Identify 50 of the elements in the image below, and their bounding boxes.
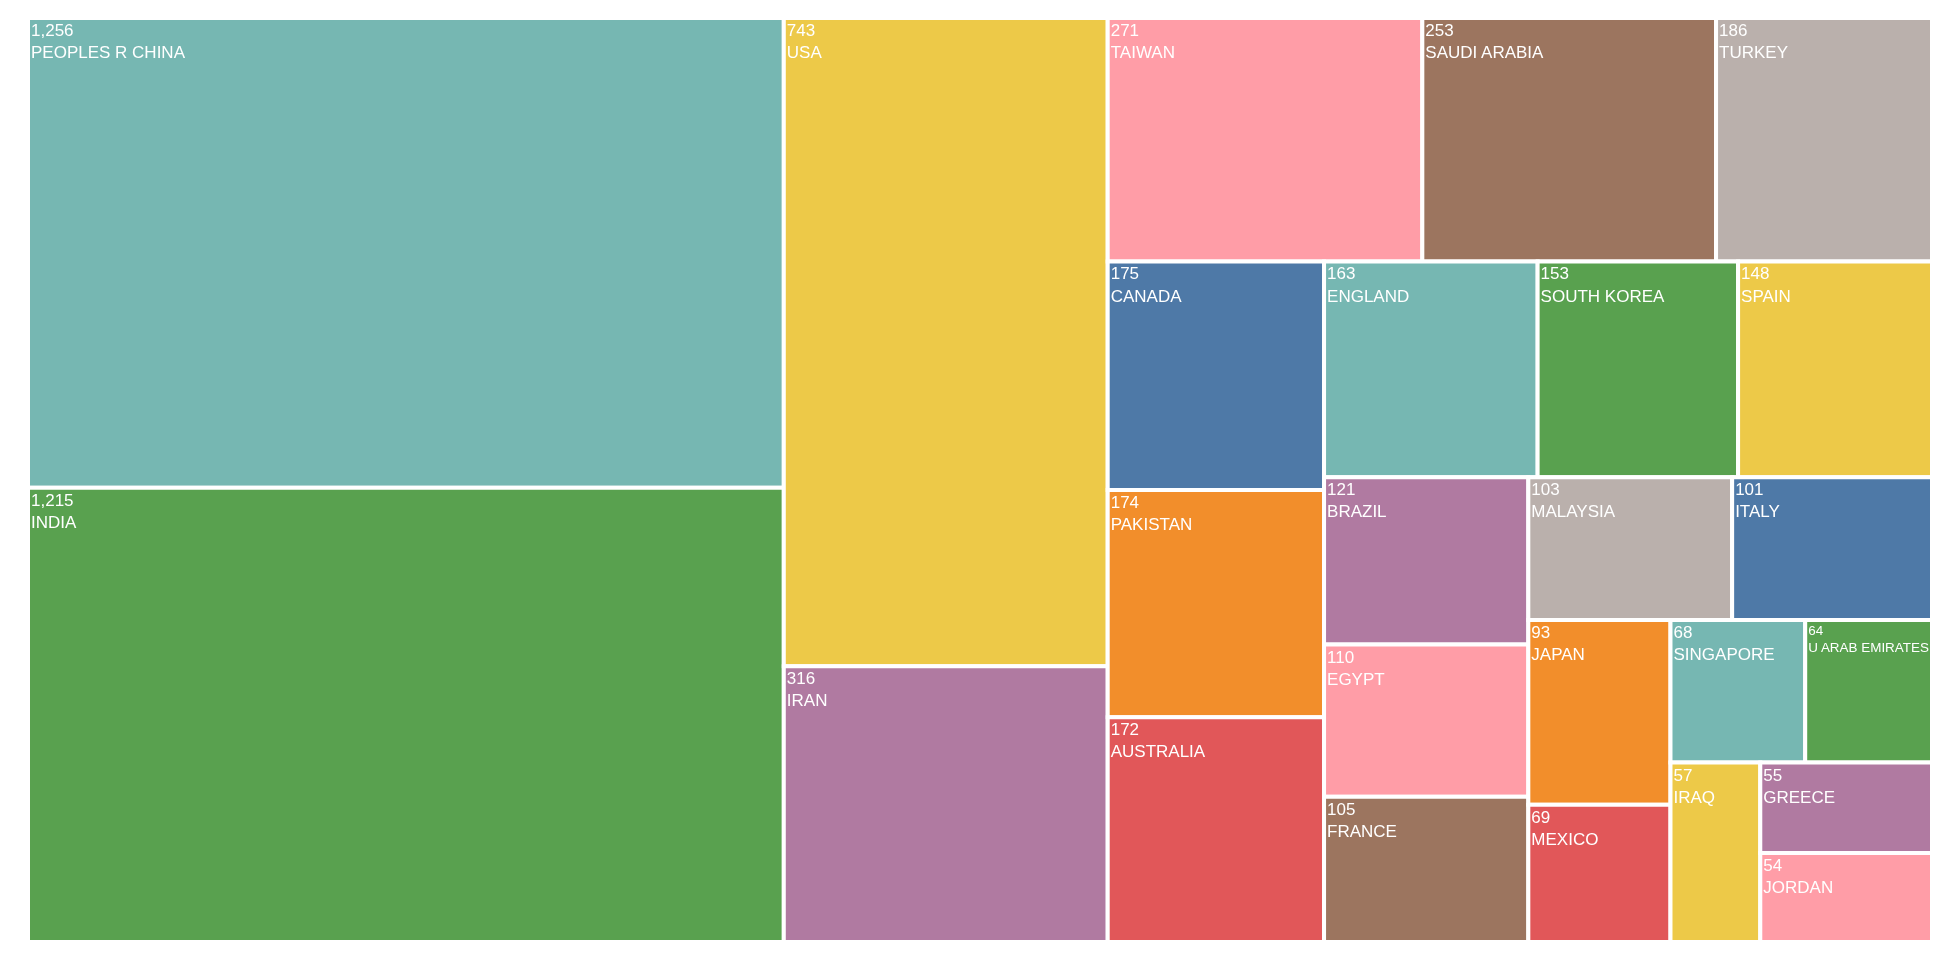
data-label: 172 (1110, 720, 1140, 740)
category-label: JORDAN (1763, 878, 1834, 898)
category-label: JAPAN (1531, 645, 1585, 665)
data-label: 148 (1741, 264, 1770, 284)
data-label: 743 (786, 21, 816, 40)
data-label: 64 (1808, 622, 1824, 638)
category-label: MEXICO (1531, 829, 1599, 849)
data-label: 1,215 (31, 490, 74, 510)
category-label: U ARAB EMIRATES (1808, 640, 1929, 656)
data-label: 57 (1673, 765, 1693, 785)
category-label: USA (786, 43, 823, 63)
category-label: SINGAPORE (1673, 645, 1775, 665)
category-label: FRANCE (1327, 821, 1397, 841)
category-label: PAKISTAN (1110, 515, 1193, 535)
data-label: 105 (1327, 799, 1356, 819)
category-label: TURKEY (1719, 43, 1789, 63)
category-label: BRAZIL (1327, 502, 1387, 522)
data-label: 253 (1425, 21, 1454, 40)
data-label: 271 (1110, 21, 1140, 40)
category-label: ENGLAND (1327, 286, 1410, 306)
data-label: 101 (1735, 480, 1764, 500)
data-label: 153 (1540, 264, 1569, 284)
data-label: 68 (1673, 622, 1693, 642)
category-label: PEOPLES R CHINA (31, 43, 186, 63)
data-label: 93 (1531, 622, 1551, 642)
data-label: 55 (1763, 765, 1783, 785)
category-label: SAUDI ARABIA (1425, 43, 1545, 63)
data-label: 174 (1110, 493, 1140, 513)
data-label: 121 (1327, 480, 1356, 500)
category-label: EGYPT (1327, 669, 1385, 689)
category-label: INDIA (31, 512, 77, 532)
data-label: 186 (1719, 21, 1748, 40)
data-label: 103 (1531, 480, 1560, 500)
data-label: 69 (1531, 807, 1551, 827)
category-label: AUSTRALIA (1110, 742, 1206, 762)
category-label: SOUTH KOREA (1540, 286, 1666, 306)
category-label: GREECE (1763, 787, 1836, 807)
category-label: IRAQ (1673, 787, 1716, 807)
category-label: ITALY (1735, 502, 1780, 522)
category-label: TAIWAN (1110, 43, 1175, 63)
category-label: IRAN (786, 691, 828, 711)
category-label: CANADA (1110, 286, 1183, 306)
data-label: 175 (1110, 264, 1140, 284)
data-label: 1,256 (31, 21, 74, 40)
category-label: SPAIN (1741, 286, 1791, 306)
data-label: 316 (786, 669, 816, 689)
data-label: 163 (1327, 264, 1356, 284)
category-label: MALAYSIA (1531, 502, 1616, 522)
data-label: 110 (1327, 647, 1355, 667)
data-label: 54 (1763, 856, 1783, 876)
